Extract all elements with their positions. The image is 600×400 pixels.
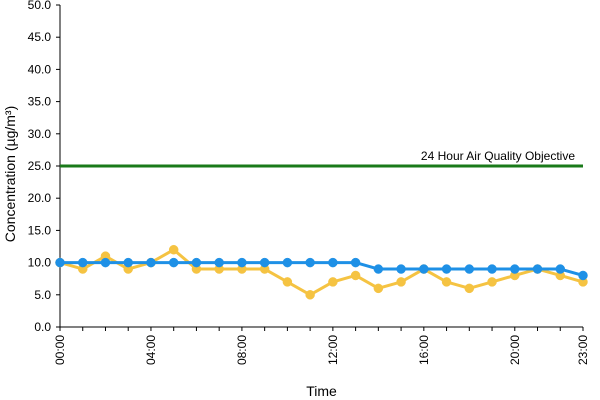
x-tick-label: 20:00 [508,335,522,365]
y-tick-label: 10.0 [28,256,52,270]
data-point [578,270,588,281]
y-tick-label: 45.0 [28,30,52,44]
x-tick-label: 08:00 [235,335,249,365]
data-point [237,257,247,268]
data-point [373,283,384,294]
data-point [441,264,452,274]
data-point [191,257,202,268]
y-tick-label: 5.0 [34,288,51,302]
x-tick-label: 23:00 [576,335,590,365]
data-point [100,257,111,268]
data-point [146,257,156,268]
y-tick-label: 25.0 [28,159,52,173]
data-point [464,283,475,294]
data-point [510,264,520,274]
x-axis-title: Time [306,383,337,399]
y-tick-label: 40.0 [28,62,52,76]
y-axis-title: Concentration (µg/m³) [2,106,18,242]
y-tick-label: 30.0 [28,127,52,141]
y-tick-label: 20.0 [28,191,52,205]
data-point [441,277,452,287]
data-point [396,264,406,274]
series-line [60,261,584,277]
data-point [55,257,65,268]
data-point [282,257,293,268]
data-point [168,244,179,255]
data-point [77,257,88,268]
data-point [532,264,543,274]
x-tick-label: 00:00 [53,335,67,365]
y-tick-label: 15.0 [28,223,52,237]
data-point [487,264,497,274]
air-quality-objective-label: 24 Hour Air Quality Objective [421,149,575,163]
data-point [396,277,406,287]
data-point [305,257,315,268]
series-group [55,244,588,300]
y-axis-ticks: 0.0 5.0 10.0 15.0 20.0 25.0 30.0 35.0 40.0 45.0 50… [28,0,60,334]
data-point [328,257,338,268]
data-point [259,257,270,268]
series-1 [55,244,588,300]
x-tick-label: 04:00 [144,335,158,365]
series-2 [55,257,588,281]
data-point [487,277,497,287]
data-point [464,264,475,274]
x-tick-label: 12:00 [326,335,340,365]
y-tick-label: 35.0 [28,95,52,109]
data-point [282,277,293,287]
data-point [350,270,361,281]
data-point [123,257,133,268]
series-line [59,248,584,297]
reference-line-group: 24 Hour Air Quality Objective [60,149,583,168]
data-point [168,257,179,268]
data-point [305,290,315,300]
y-tick-label: 50.0 [28,0,52,12]
data-point [373,264,384,274]
data-point [555,264,566,274]
y-tick-label: 0.0 [34,320,51,334]
data-point [214,257,224,268]
x-axis-ticks: 00:00 04:00 08:00 12:00 16:00 20:00 23:00 [53,327,590,365]
data-point [328,277,338,287]
data-point [350,257,361,268]
x-tick-label: 16:00 [417,335,431,365]
data-point [419,264,429,274]
